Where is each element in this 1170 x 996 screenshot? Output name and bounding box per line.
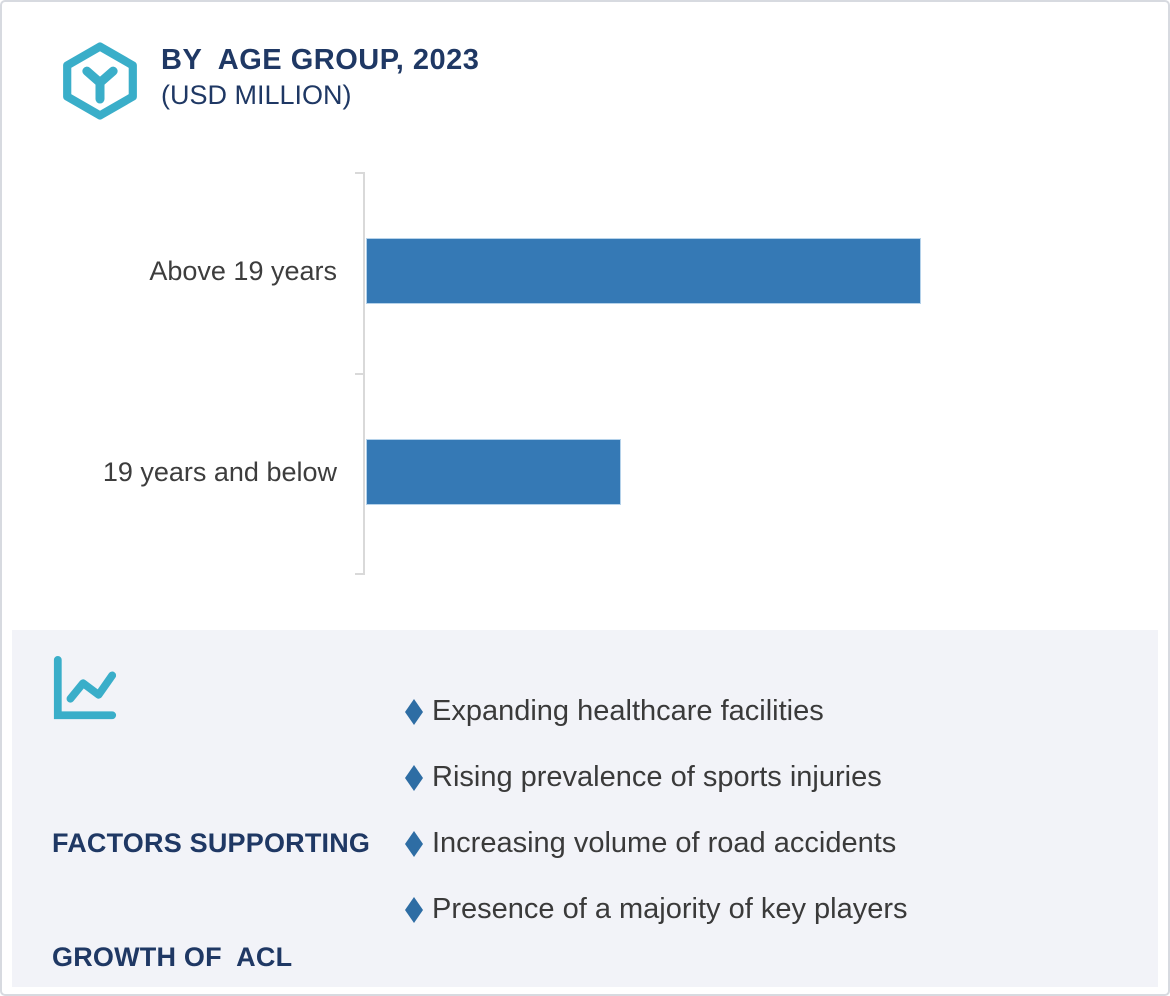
bar-row: 19 years and below xyxy=(2,439,1168,505)
axis-tick xyxy=(355,373,364,375)
chart-subtitle: (USD MILLION) xyxy=(161,80,352,110)
factor-label: Rising prevalence of sports injuries xyxy=(432,761,882,793)
factor-item: Presence of a majority of key players xyxy=(405,893,907,926)
diamond-bullet-icon xyxy=(405,896,423,923)
factors-heading-line: FACTORS SUPPORTING xyxy=(52,828,371,858)
axis-tick xyxy=(355,172,364,174)
category-label: Above 19 years xyxy=(149,255,337,286)
diamond-bullet-icon xyxy=(405,764,423,791)
factor-label: Presence of a majority of key players xyxy=(432,893,908,925)
factors-heading: FACTORS SUPPORTING GROWTH OF ACL GRAFT M… xyxy=(52,748,382,994)
line-chart-icon xyxy=(53,655,117,720)
bar-chart: Above 19 years 19 years and below xyxy=(2,162,1168,592)
factors-heading-line: GROWTH OF ACL xyxy=(52,942,293,972)
category-label: 19 years and below xyxy=(102,456,337,487)
chart-title: BY AGE GROUP, 2023 xyxy=(161,44,480,76)
bar-row: Above 19 years xyxy=(2,238,1168,304)
bar-19-years-and-below xyxy=(366,439,621,505)
category-axis xyxy=(363,172,365,575)
factor-label: Increasing volume of road accidents xyxy=(432,827,897,859)
chart-title-block: BY AGE GROUP, 2023 (USD MILLION) xyxy=(161,36,479,126)
factors-panel: FACTORS SUPPORTING GROWTH OF ACL GRAFT M… xyxy=(12,630,1158,987)
diamond-bullet-icon xyxy=(405,698,423,725)
chart-header: BY AGE GROUP, 2023 (USD MILLION) xyxy=(59,36,479,126)
factor-item: Increasing volume of road accidents xyxy=(405,827,907,860)
factors-list: Expanding healthcare facilities Rising p… xyxy=(405,695,907,926)
factor-item: Expanding healthcare facilities xyxy=(405,695,907,728)
diamond-bullet-icon xyxy=(405,830,423,857)
factor-label: Expanding healthcare facilities xyxy=(432,695,824,727)
bar-above-19-years xyxy=(366,238,921,304)
axis-tick xyxy=(355,573,364,575)
factor-item: Rising prevalence of sports injuries xyxy=(405,761,907,794)
hexagon-y-icon xyxy=(63,42,137,120)
